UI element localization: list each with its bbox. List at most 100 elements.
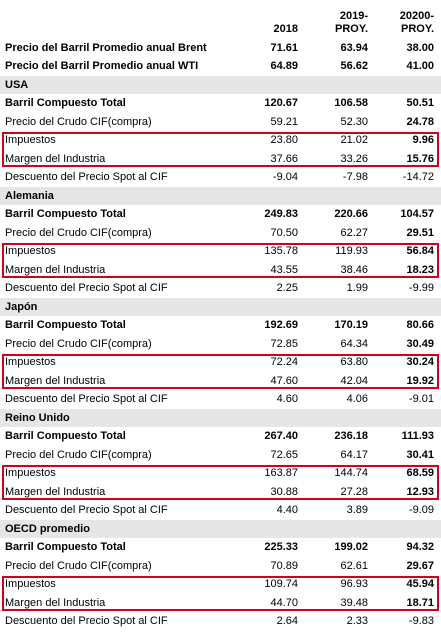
cell-value: 37.66	[270, 152, 298, 165]
cell-value: 106.58	[334, 97, 368, 110]
data-row: Margen del Industria 44.70 39.48 18.71	[0, 594, 441, 613]
row-label: Barril Compuesto Total	[5, 319, 126, 332]
row-label: Barril Compuesto Total	[5, 97, 126, 110]
cell-value: 111.93	[401, 430, 434, 443]
summary-row: Precio del Barril Promedio anual WTI 64.8…	[0, 57, 441, 76]
row-label: Precio del Crudo CIF(compra)	[5, 448, 152, 461]
cell-value: 2.64	[276, 615, 298, 628]
data-row: Precio del Crudo CIF(compra) 72.85 64.34 30…	[0, 335, 441, 354]
row-label: Precio del Crudo CIF(compra)	[5, 115, 152, 128]
cell-value: 63.80	[340, 356, 368, 369]
cell-value: 2.33	[346, 615, 368, 628]
cell-value: 199.02	[334, 541, 368, 554]
section-header: OECD promedio	[0, 519, 441, 538]
data-row: Margen del Industria 30.88 27.28 12.93	[0, 483, 441, 502]
cell-value: 42.04	[340, 374, 368, 387]
cell-value: 12.93	[406, 485, 434, 498]
data-row: Impuestos 23.80 21.02 9.96	[0, 131, 441, 150]
cell-value: 70.50	[270, 226, 298, 239]
cell-value: 18.23	[406, 263, 434, 276]
row-label: Precio del Crudo CIF(compra)	[5, 337, 152, 350]
cell-value: 21.02	[340, 134, 368, 147]
cell-value: 30.49	[406, 337, 434, 350]
cell-value: 72.24	[270, 356, 298, 369]
cell-value: 38.46	[340, 263, 368, 276]
cell-value: 225.33	[264, 541, 298, 554]
cell-value: 44.70	[270, 596, 298, 609]
row-label: Descuento del Precio Spot al CIF	[5, 393, 168, 406]
cell-value: 80.66	[406, 319, 434, 332]
cell-value: -14.72	[402, 171, 434, 184]
cell-value: 267.40	[264, 430, 298, 443]
cell-value: 68.59	[406, 467, 434, 480]
row-label: Descuento del Precio Spot al CIF	[5, 504, 168, 517]
row-label: Japón	[5, 300, 38, 313]
cell-value: 72.85	[270, 337, 298, 350]
cell-value: 104.57	[400, 208, 434, 221]
header-2018-text: 2018	[273, 23, 298, 35]
row-label: Alemania	[5, 189, 54, 202]
cell-value: 4.60	[276, 393, 298, 406]
cell-value: 249.83	[264, 208, 298, 221]
cell-value: 94.32	[406, 541, 434, 554]
data-row: Descuento del Precio Spot al CIF 2.25 1.99…	[0, 279, 441, 298]
cell-value: 96.93	[340, 578, 368, 591]
row-label: Barril Compuesto Total	[5, 208, 126, 221]
cell-value: 120.67	[264, 97, 298, 110]
cell-value: 62.61	[340, 559, 368, 572]
data-row: Precio del Crudo CIF(compra) 70.50 62.27 29…	[0, 224, 441, 243]
row-label: Descuento del Precio Spot al CIF	[5, 282, 168, 295]
row-label: Impuestos	[5, 245, 56, 258]
cell-value: -9.01	[408, 393, 434, 406]
cell-value: 56.62	[340, 60, 368, 73]
section-header: USA	[0, 75, 441, 94]
row-label: Precio del Crudo CIF(compra)	[5, 226, 152, 239]
row-label: Impuestos	[5, 356, 56, 369]
row-label: Barril Compuesto Total	[5, 430, 126, 443]
cell-value: 4.06	[346, 393, 368, 406]
row-label: Impuestos	[5, 467, 56, 480]
cell-value: 163.87	[264, 467, 298, 480]
row-label: Descuento del Precio Spot al CIF	[5, 171, 168, 184]
cell-value: 170.19	[334, 319, 368, 332]
cell-value: 192.69	[264, 319, 298, 332]
row-label: Impuestos	[5, 578, 56, 591]
row-label: Descuento del Precio Spot al CIF	[5, 615, 168, 628]
cell-value: 64.34	[340, 337, 368, 350]
data-row: Descuento del Precio Spot al CIF 4.40 3.89…	[0, 501, 441, 520]
cell-value: 24.78	[406, 115, 434, 128]
cell-value: 41.00	[406, 60, 434, 73]
cell-value: 30.24	[406, 356, 434, 369]
total-row: Barril Compuesto Total 267.40 236.18 111.93	[0, 427, 441, 446]
column-header-row: 2018 2019- PROY. 20200- PROY.	[0, 0, 441, 38]
cell-value: 19.92	[406, 374, 434, 387]
cell-value: 15.76	[406, 152, 434, 165]
header-2019-proy: 2019- PROY.	[298, 10, 368, 38]
data-row: Precio del Crudo CIF(compra) 70.89 62.61 29…	[0, 557, 441, 576]
cell-value: 27.28	[340, 485, 368, 498]
total-row: Barril Compuesto Total 192.69 170.19 80.66	[0, 316, 441, 335]
row-label: Precio del Barril Promedio anual WTI	[5, 60, 199, 73]
cell-value: -9.83	[408, 615, 434, 628]
cell-value: 2.25	[276, 282, 298, 295]
row-label: Margen del Industria	[5, 152, 106, 165]
cell-value: 56.84	[406, 245, 434, 258]
cell-value: 62.27	[340, 226, 368, 239]
cell-value: 72.65	[270, 448, 298, 461]
header-2019-line1: 2019-	[339, 10, 368, 22]
cell-value: 38.00	[406, 41, 434, 54]
cell-value: -9.09	[408, 504, 434, 517]
total-row: Barril Compuesto Total 249.83 220.66 104.57	[0, 205, 441, 224]
cell-value: 50.51	[406, 97, 434, 110]
row-label: Margen del Industria	[5, 374, 106, 387]
cell-value: 18.71	[406, 596, 434, 609]
cell-value: 64.89	[270, 60, 298, 73]
cell-value: 109.74	[264, 578, 298, 591]
cell-value: -9.04	[272, 171, 298, 184]
data-row: Descuento del Precio Spot al CIF 2.64 2.33…	[0, 612, 441, 631]
cell-value: 29.67	[406, 559, 434, 572]
cell-value: 30.88	[270, 485, 298, 498]
cell-value: 1.99	[346, 282, 368, 295]
header-2020-line2: PROY.	[400, 23, 434, 35]
